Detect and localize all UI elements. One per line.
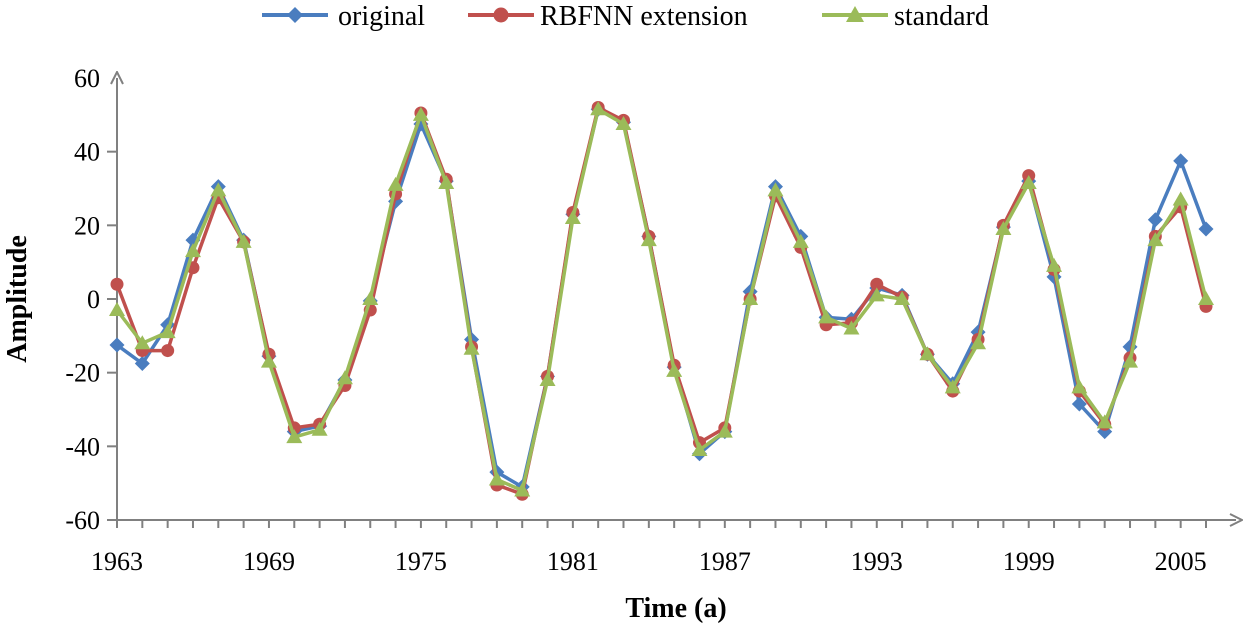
x-tick-label: 2005 <box>1155 547 1207 576</box>
data-point-standard <box>1020 174 1037 189</box>
data-point-standard <box>590 101 607 116</box>
legend-marker-rbfnn <box>493 7 509 23</box>
data-point-original <box>134 355 150 371</box>
x-tick-label: 1963 <box>91 547 143 576</box>
data-point-standard <box>311 421 328 436</box>
data-point-standard <box>1147 232 1164 247</box>
data-point-rbfnn-extension <box>870 277 884 291</box>
data-point-standard <box>109 302 125 317</box>
data-point-original <box>109 337 125 353</box>
data-point-standard <box>1198 291 1214 305</box>
data-point-standard <box>387 176 404 191</box>
series-line-standard <box>115 107 1208 493</box>
data-point-rbfnn-extension <box>110 277 124 291</box>
x-tick-label: 1993 <box>851 547 903 576</box>
data-point-standard <box>767 182 784 197</box>
data-point-original <box>1198 221 1214 237</box>
data-point-standard <box>995 221 1012 236</box>
legend-marker-standard <box>846 6 864 22</box>
data-point-standard <box>463 340 480 355</box>
data-point-standard <box>843 320 860 335</box>
data-point-standard <box>1122 353 1139 368</box>
legend-item-rbfnn: RBFNN extension <box>468 1 748 32</box>
x-axis-ticks: 1963 1969 1975 1981 1987 1993 1999 2005 <box>91 520 1207 576</box>
data-point-standard <box>438 174 455 189</box>
legend: original RBFNN extension standard <box>262 1 989 32</box>
y-axis-ticks: 60 40 20 0 -20 -40 -60 <box>65 64 117 535</box>
data-point-standard <box>615 116 632 131</box>
data-point-standard <box>184 243 201 258</box>
data-point-standard <box>691 442 708 457</box>
series-standard <box>109 101 1214 497</box>
data-point-standard <box>286 429 303 444</box>
y-tick-label: -40 <box>65 432 100 461</box>
legend-label-standard: standard <box>894 1 989 32</box>
data-point-original <box>1147 212 1163 228</box>
data-point-standard <box>539 372 556 387</box>
data-point-standard <box>894 291 911 305</box>
data-point-standard <box>818 309 835 324</box>
data-point-standard <box>362 291 379 305</box>
data-point-standard <box>868 287 885 302</box>
data-point-standard <box>742 291 759 305</box>
data-point-standard <box>944 379 961 394</box>
data-point-standard <box>666 362 683 377</box>
y-tick-label: 60 <box>74 64 100 93</box>
x-tick-label: 1969 <box>243 547 295 576</box>
legend-marker-original <box>287 7 303 23</box>
x-axis-title: Time (a) <box>625 593 726 624</box>
data-point-standard <box>134 335 151 350</box>
data-point-standard <box>514 482 531 497</box>
legend-item-original: original <box>262 1 425 32</box>
data-point-standard <box>336 370 353 385</box>
data-point-original <box>1071 396 1087 412</box>
data-point-standard <box>412 106 429 121</box>
legend-item-standard: standard <box>822 1 989 32</box>
data-point-standard <box>210 182 227 197</box>
data-point-rbfnn-extension <box>161 344 175 358</box>
x-tick-label: 1987 <box>699 547 751 576</box>
data-point-standard <box>564 209 581 224</box>
x-tick-label: 1975 <box>395 547 447 576</box>
data-point-standard <box>235 233 252 248</box>
y-tick-label: 20 <box>74 211 100 240</box>
y-tick-label: 0 <box>87 285 100 314</box>
data-point-standard <box>488 471 505 486</box>
data-point-standard <box>159 324 176 339</box>
y-axis-title: Amplitude <box>2 235 33 363</box>
data-point-standard <box>919 346 936 361</box>
data-point-standard <box>970 335 987 350</box>
x-tick-label: 1999 <box>1003 547 1055 576</box>
series-layer <box>109 100 1214 501</box>
data-point-standard <box>260 353 277 368</box>
data-point-standard <box>1046 257 1063 272</box>
y-tick-label: -20 <box>65 359 100 388</box>
data-point-standard <box>640 232 657 247</box>
data-point-standard <box>1071 379 1088 394</box>
y-tick-label: -60 <box>65 506 100 535</box>
data-point-standard <box>1172 191 1189 206</box>
data-point-standard <box>1096 414 1113 429</box>
data-point-original <box>1173 153 1189 169</box>
data-point-standard <box>792 233 809 248</box>
data-point-standard <box>716 423 733 438</box>
legend-label-rbfnn: RBFNN extension <box>540 1 748 32</box>
legend-label-original: original <box>338 1 425 32</box>
y-tick-label: 40 <box>74 138 100 167</box>
x-tick-label: 1981 <box>547 547 599 576</box>
